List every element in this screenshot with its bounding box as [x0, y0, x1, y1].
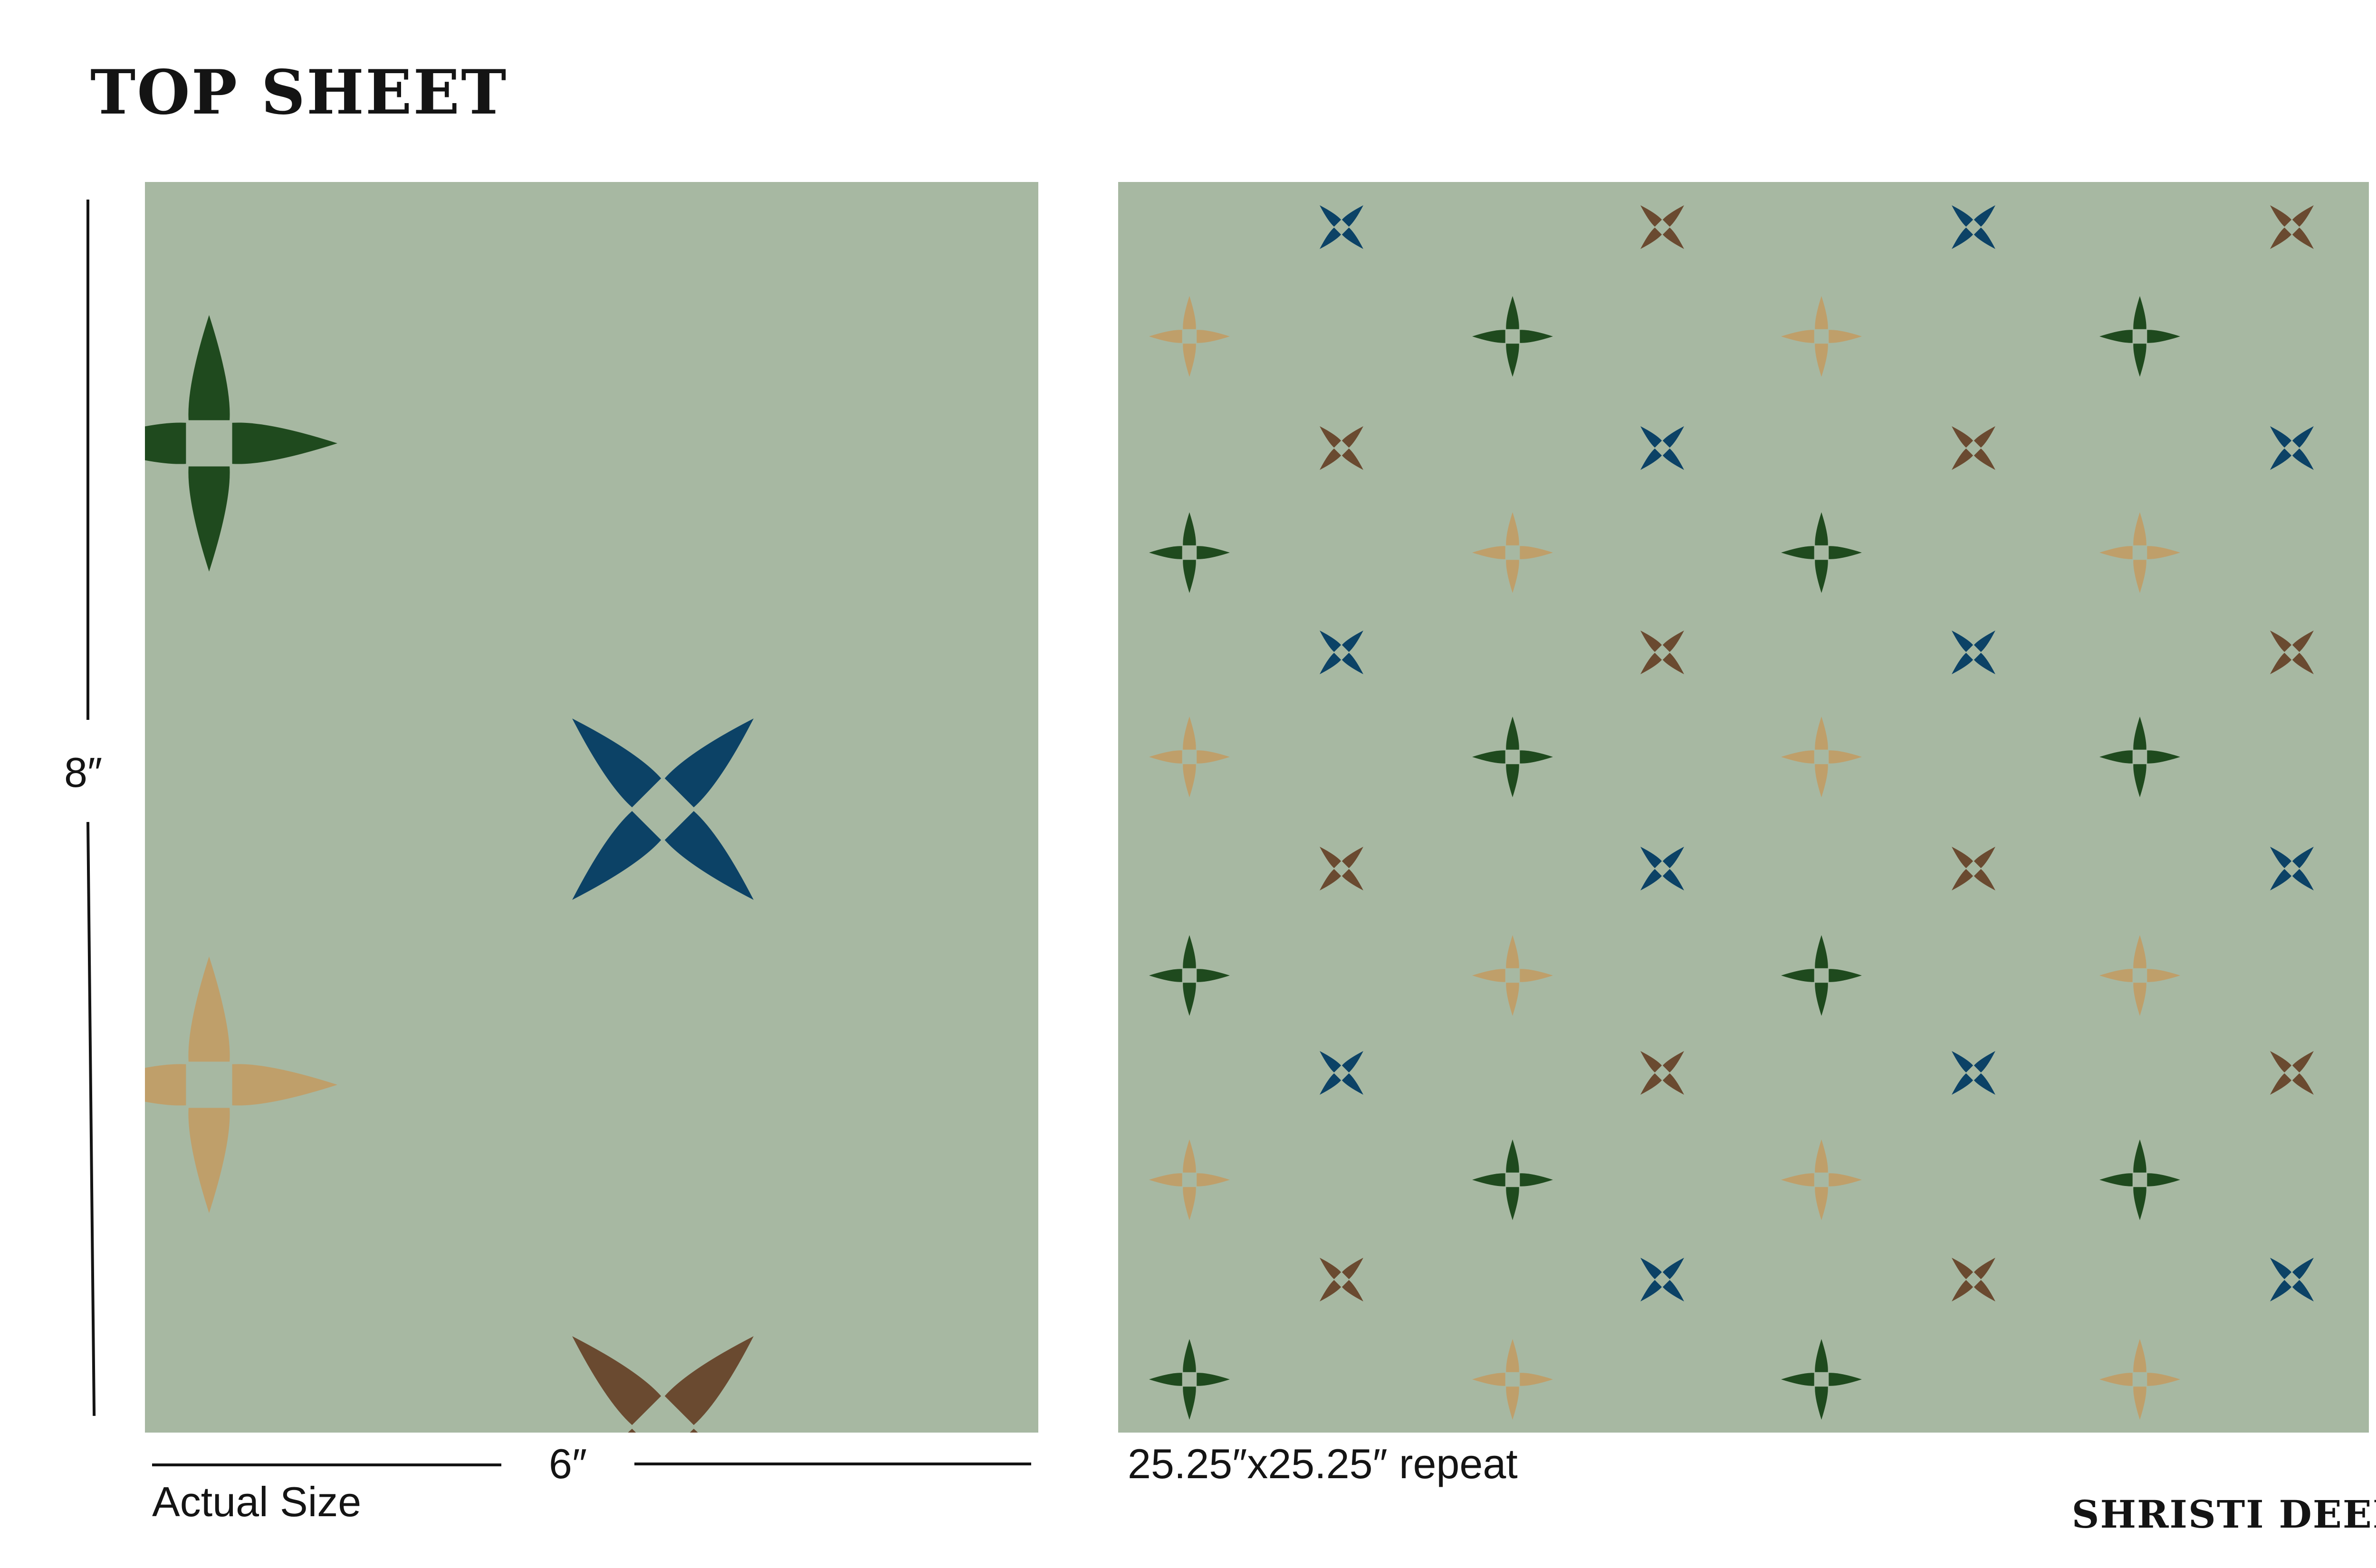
tan-star-motif-icon — [1781, 1139, 1862, 1220]
blue-star-motif-icon — [1320, 1051, 1363, 1095]
brown-star-motif-icon — [1320, 847, 1363, 890]
height-label: 8″ — [64, 749, 103, 796]
blue-star-motif-icon — [572, 718, 754, 900]
brown-star-motif-icon — [2270, 1051, 2314, 1095]
tan-star-motif-icon — [1149, 717, 1230, 797]
green-star-motif-icon — [1149, 1339, 1230, 1420]
blue-star-motif-icon — [1320, 631, 1363, 674]
repeat-caption: 25.25″x25.25″ repeat — [1128, 1440, 1518, 1487]
blue-star-motif-icon — [1640, 1258, 1684, 1301]
tan-star-motif-icon — [1149, 1139, 1230, 1220]
tan-star-motif-icon — [1472, 512, 1553, 593]
actual-size-swatch — [145, 182, 1038, 1433]
blue-star-motif-icon — [1952, 1051, 1995, 1095]
actual-size-caption: Actual Size — [152, 1478, 362, 1525]
brown-star-motif-icon — [1640, 205, 1684, 249]
width-dimension-line-right — [634, 1463, 1031, 1465]
green-star-motif-icon — [2099, 717, 2180, 797]
blue-star-motif-icon — [2270, 847, 2314, 890]
width-dimension-line-left — [152, 1463, 501, 1466]
green-star-motif-icon — [145, 315, 337, 572]
blue-star-motif-icon — [2270, 426, 2314, 470]
brown-star-motif-icon — [572, 1336, 754, 1433]
actual-size-motifs — [145, 315, 754, 1433]
brown-star-motif-icon — [2270, 205, 2314, 249]
brown-star-motif-icon — [1320, 1258, 1363, 1301]
tan-star-motif-icon — [1149, 296, 1230, 377]
tan-star-motif-icon — [2099, 1339, 2180, 1420]
blue-star-motif-icon — [2270, 1258, 2314, 1301]
designer-name: SHRISTI DEEP — [2071, 1492, 2376, 1537]
repeat-swatch — [1118, 182, 2369, 1433]
repeat-motifs — [1149, 205, 2314, 1420]
green-star-motif-icon — [1781, 935, 1862, 1016]
blue-star-motif-icon — [1320, 205, 1363, 249]
tan-star-motif-icon — [145, 956, 337, 1213]
blue-star-motif-icon — [1952, 205, 1995, 249]
tan-star-motif-icon — [1781, 296, 1862, 377]
tan-star-motif-icon — [2099, 935, 2180, 1016]
green-star-motif-icon — [1149, 512, 1230, 593]
green-star-motif-icon — [1781, 1339, 1862, 1420]
green-star-motif-icon — [1472, 1139, 1553, 1220]
green-star-motif-icon — [1149, 935, 1230, 1016]
tan-star-motif-icon — [1472, 1339, 1553, 1420]
brown-star-motif-icon — [1320, 426, 1363, 470]
brown-star-motif-icon — [1952, 426, 1995, 470]
brown-star-motif-icon — [2270, 631, 2314, 674]
brown-star-motif-icon — [1952, 847, 1995, 890]
green-star-motif-icon — [1472, 296, 1553, 377]
brown-star-motif-icon — [1640, 631, 1684, 674]
page-title: TOP SHEET — [90, 57, 508, 128]
brown-star-motif-icon — [1952, 1258, 1995, 1301]
tan-star-motif-icon — [1781, 717, 1862, 797]
green-star-motif-icon — [2099, 296, 2180, 377]
green-star-motif-icon — [2099, 1139, 2180, 1220]
green-star-motif-icon — [1781, 512, 1862, 593]
blue-star-motif-icon — [1640, 426, 1684, 470]
brown-star-motif-icon — [1640, 1051, 1684, 1095]
blue-star-motif-icon — [1640, 847, 1684, 890]
tan-star-motif-icon — [1472, 935, 1553, 1016]
green-star-motif-icon — [1472, 717, 1553, 797]
tan-star-motif-icon — [2099, 512, 2180, 593]
height-dimension-line-top — [86, 200, 89, 720]
width-label: 6″ — [549, 1440, 587, 1487]
blue-star-motif-icon — [1952, 631, 1995, 674]
height-dimension-line-bottom — [86, 822, 96, 1416]
